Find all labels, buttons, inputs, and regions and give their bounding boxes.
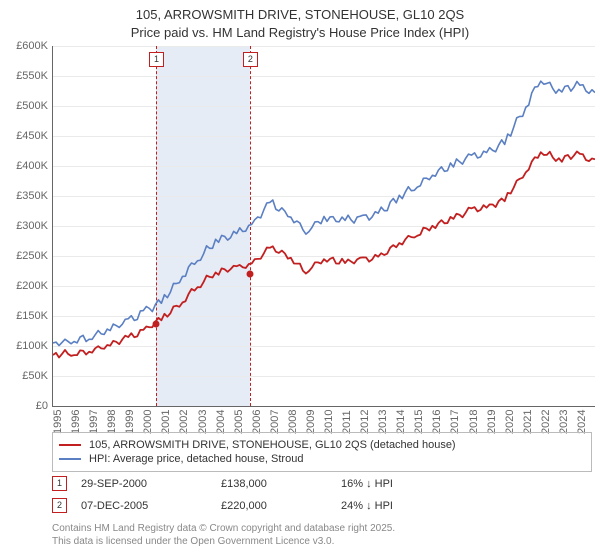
x-tick-label: 2017: [449, 410, 461, 434]
x-tick-label: 2006: [251, 410, 263, 434]
x-tick-label: 2023: [558, 410, 570, 434]
legend-label: 105, ARROWSMITH DRIVE, STONEHOUSE, GL10 …: [89, 439, 456, 451]
x-tick-label: 2011: [341, 411, 353, 435]
x-tick-label: 2016: [431, 410, 443, 434]
x-tick-label: 2005: [233, 410, 245, 434]
title-line-1: 105, ARROWSMITH DRIVE, STONEHOUSE, GL10 …: [136, 7, 464, 22]
x-tick-label: 1997: [88, 410, 100, 434]
x-tick-label: 2007: [269, 410, 281, 434]
y-tick-label: £250K: [16, 250, 48, 262]
x-tick-label: 2009: [305, 410, 317, 434]
x-tick-label: 2024: [576, 410, 588, 434]
plot-area: 12: [52, 46, 595, 407]
footnote-line-1: Contains HM Land Registry data © Crown c…: [52, 523, 395, 534]
x-tick-label: 1995: [52, 410, 64, 434]
y-tick-label: £550K: [16, 70, 48, 82]
x-tick-label: 1996: [70, 410, 82, 434]
sale-date-2: 07-DEC-2005: [81, 500, 221, 512]
sale-price-1: £138,000: [221, 478, 341, 490]
legend-swatch: [59, 444, 81, 446]
x-tick-label: 2022: [540, 410, 552, 434]
footnote-line-2: This data is licensed under the Open Gov…: [52, 536, 334, 547]
sale-delta-2: 24% ↓ HPI: [341, 500, 393, 512]
legend-item: 105, ARROWSMITH DRIVE, STONEHOUSE, GL10 …: [59, 439, 585, 451]
footnote: Contains HM Land Registry data © Crown c…: [52, 522, 592, 548]
title-line-2: Price paid vs. HM Land Registry's House …: [131, 25, 469, 40]
y-tick-label: £150K: [16, 310, 48, 322]
x-tick-label: 2019: [486, 410, 498, 434]
legend-swatch: [59, 458, 81, 460]
x-tick-label: 2013: [377, 410, 389, 434]
series-property: [53, 152, 595, 358]
sale-row-1: 1 29-SEP-2000 £138,000 16% ↓ HPI: [52, 476, 592, 491]
sale-delta-1: 16% ↓ HPI: [341, 478, 393, 490]
x-tick-label: 2004: [215, 410, 227, 434]
x-tick-label: 2003: [197, 410, 209, 434]
y-tick-label: £500K: [16, 100, 48, 112]
chart-container: 105, ARROWSMITH DRIVE, STONEHOUSE, GL10 …: [0, 0, 600, 560]
x-tick-label: 2000: [142, 410, 154, 434]
x-tick-label: 2001: [160, 410, 172, 434]
y-tick-label: £350K: [16, 190, 48, 202]
x-tick-label: 2002: [178, 410, 190, 434]
sale-row-2: 2 07-DEC-2005 £220,000 24% ↓ HPI: [52, 498, 592, 513]
chart-area: 12 £0 £50K £100K £150K £200K £250K £300K £350K £…: [0, 46, 600, 431]
x-tick-label: 2021: [522, 410, 534, 434]
sale-dot: [246, 271, 253, 278]
legend-label: HPI: Average price, detached house, Stro…: [89, 453, 303, 465]
y-tick-label: £50K: [22, 370, 48, 382]
sale-marker-1: 1: [52, 476, 67, 491]
x-tick-label: 2018: [468, 410, 480, 434]
chart-title: 105, ARROWSMITH DRIVE, STONEHOUSE, GL10 …: [0, 0, 600, 46]
y-tick-label: £400K: [16, 160, 48, 172]
y-tick-label: £450K: [16, 130, 48, 142]
series-svg: [53, 46, 595, 406]
x-tick-label: 2012: [359, 410, 371, 434]
y-tick-label: £300K: [16, 220, 48, 232]
series-hpi: [53, 82, 595, 346]
sale-price-2: £220,000: [221, 500, 341, 512]
legend-item: HPI: Average price, detached house, Stro…: [59, 453, 585, 465]
x-tick-label: 2015: [413, 410, 425, 434]
x-tick-label: 1999: [124, 410, 136, 434]
y-tick-label: £600K: [16, 40, 48, 52]
x-tick-label: 1998: [106, 410, 118, 434]
legend: 105, ARROWSMITH DRIVE, STONEHOUSE, GL10 …: [52, 432, 592, 472]
y-tick-label: £200K: [16, 280, 48, 292]
x-tick-label: 2008: [287, 410, 299, 434]
y-tick-label: £0: [36, 400, 48, 412]
sale-dot: [152, 320, 159, 327]
x-tick-label: 2014: [395, 410, 407, 434]
y-tick-label: £100K: [16, 340, 48, 352]
sale-marker-2: 2: [52, 498, 67, 513]
x-tick-label: 2010: [323, 410, 335, 434]
sale-date-1: 29-SEP-2000: [81, 478, 221, 490]
x-tick-label: 2020: [504, 410, 516, 434]
